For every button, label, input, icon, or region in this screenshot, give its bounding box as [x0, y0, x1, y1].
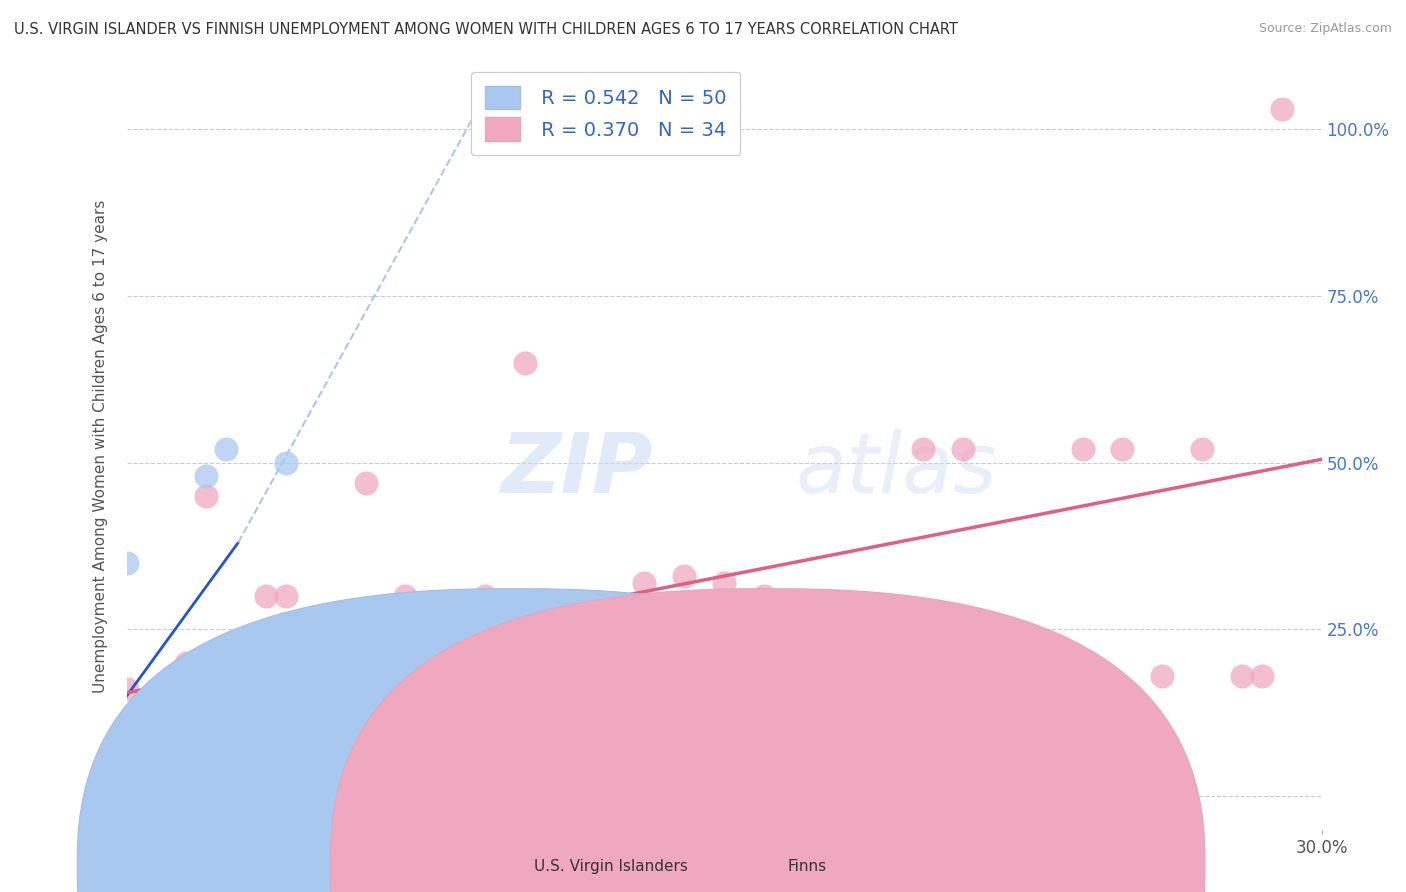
- Text: U.S. Virgin Islanders: U.S. Virgin Islanders: [534, 859, 688, 873]
- Point: [374, 749, 396, 764]
- Point: [952, 442, 974, 457]
- Point: [150, 715, 174, 730]
- Point: [131, 723, 153, 737]
- Point: [235, 742, 257, 756]
- Point: [143, 723, 166, 737]
- Legend:  R = 0.542   N = 50,  R = 0.370   N = 34: R = 0.542 N = 50, R = 0.370 N = 34: [471, 72, 740, 154]
- Point: [202, 749, 225, 764]
- Point: [1250, 669, 1272, 683]
- Point: [254, 589, 277, 603]
- Point: [222, 742, 246, 756]
- Point: [195, 736, 218, 750]
- Point: [991, 669, 1014, 683]
- Point: [135, 749, 157, 764]
- Point: [215, 669, 238, 683]
- Point: [191, 715, 214, 730]
- Point: [163, 729, 186, 743]
- Point: [254, 749, 277, 764]
- Point: [187, 742, 209, 756]
- Point: [243, 736, 266, 750]
- Text: U.S. VIRGIN ISLANDER VS FINNISH UNEMPLOYMENT AMONG WOMEN WITH CHILDREN AGES 6 TO: U.S. VIRGIN ISLANDER VS FINNISH UNEMPLOY…: [14, 22, 957, 37]
- Point: [513, 356, 536, 370]
- Point: [474, 589, 496, 603]
- Point: [434, 623, 457, 637]
- Point: [135, 709, 157, 723]
- Text: ZIP: ZIP: [499, 428, 652, 509]
- Point: [155, 709, 177, 723]
- Point: [1230, 669, 1253, 683]
- Point: [159, 742, 181, 756]
- Point: [139, 736, 162, 750]
- Point: [374, 602, 396, 616]
- Point: [752, 589, 775, 603]
- Text: atlas: atlas: [796, 428, 997, 509]
- Point: [274, 589, 297, 603]
- Point: [1071, 442, 1094, 457]
- Point: [150, 742, 174, 756]
- Point: [174, 723, 197, 737]
- Point: [127, 756, 149, 770]
- Point: [155, 702, 177, 716]
- Point: [872, 656, 894, 670]
- Point: [139, 756, 162, 770]
- Point: [124, 736, 146, 750]
- Point: [1111, 442, 1133, 457]
- Point: [593, 602, 616, 616]
- Point: [713, 575, 735, 590]
- Point: [1152, 669, 1174, 683]
- Point: [274, 456, 297, 470]
- Point: [183, 729, 205, 743]
- Point: [354, 736, 377, 750]
- Point: [155, 723, 177, 737]
- Point: [226, 723, 249, 737]
- Point: [155, 763, 177, 777]
- Point: [354, 475, 377, 490]
- Point: [294, 723, 316, 737]
- Point: [394, 589, 416, 603]
- Point: [143, 742, 166, 756]
- Point: [832, 656, 855, 670]
- Point: [1271, 102, 1294, 116]
- Point: [174, 656, 197, 670]
- Point: [148, 749, 170, 764]
- Point: [115, 556, 138, 570]
- Point: [195, 489, 218, 503]
- Point: [174, 742, 197, 756]
- Point: [633, 575, 655, 590]
- Point: [315, 736, 337, 750]
- FancyBboxPatch shape: [77, 589, 952, 892]
- Point: [274, 742, 297, 756]
- Point: [315, 723, 337, 737]
- Point: [207, 729, 229, 743]
- Point: [673, 569, 696, 583]
- Point: [179, 749, 201, 764]
- Y-axis label: Unemployment Among Women with Children Ages 6 to 17 years: Unemployment Among Women with Children A…: [93, 199, 108, 693]
- Point: [172, 736, 194, 750]
- Point: [215, 442, 238, 457]
- Point: [135, 736, 157, 750]
- Point: [235, 682, 257, 697]
- Point: [155, 736, 177, 750]
- Point: [195, 709, 218, 723]
- Text: Source: ZipAtlas.com: Source: ZipAtlas.com: [1258, 22, 1392, 36]
- Point: [912, 442, 935, 457]
- Point: [1191, 442, 1213, 457]
- Point: [195, 469, 218, 483]
- Point: [267, 729, 290, 743]
- Point: [335, 749, 357, 764]
- Text: Finns: Finns: [787, 859, 827, 873]
- Point: [413, 742, 436, 756]
- Point: [115, 682, 138, 697]
- FancyBboxPatch shape: [330, 589, 1205, 892]
- Point: [167, 749, 190, 764]
- Point: [454, 736, 477, 750]
- Point: [148, 729, 170, 743]
- Point: [167, 709, 190, 723]
- Point: [155, 756, 177, 770]
